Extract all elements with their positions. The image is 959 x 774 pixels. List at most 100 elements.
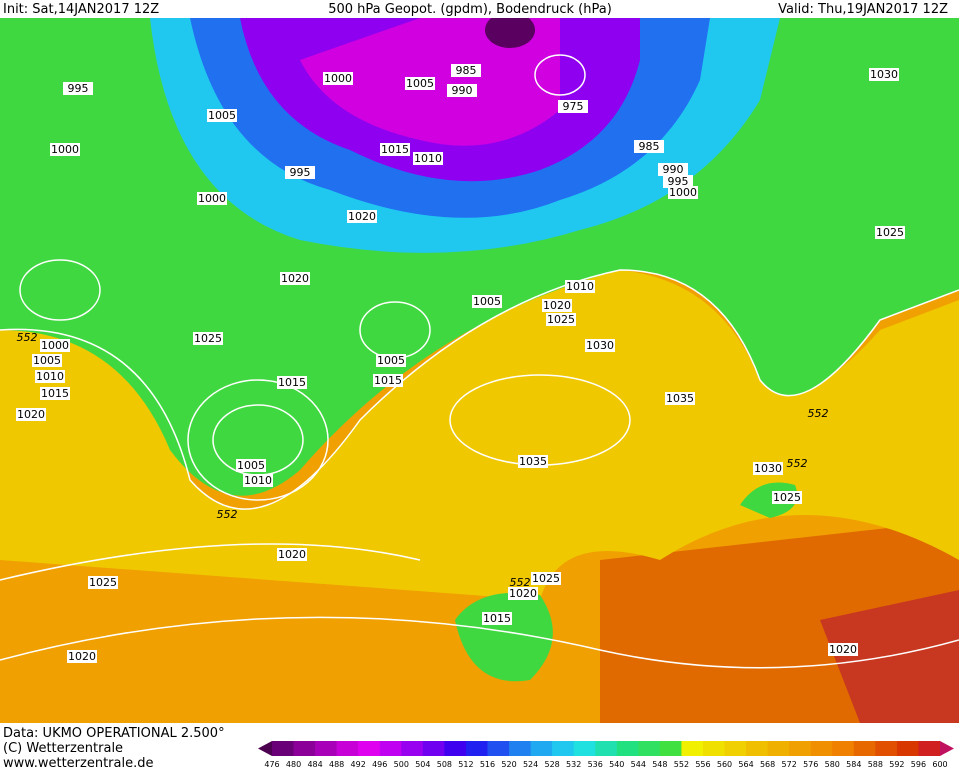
- isobar-label: 1000: [41, 339, 69, 352]
- isobar-label: 1020: [829, 643, 857, 656]
- isobar-label-box: [32, 354, 62, 367]
- isobar-label-box: [277, 548, 307, 561]
- isobar-label-box: [565, 280, 595, 293]
- website: www.wetterzentrale.de: [3, 756, 153, 770]
- init-time: Init: Sat,14JAN2017 12Z: [3, 2, 159, 17]
- isobar-label: 1020: [509, 587, 537, 600]
- isobar-label-box: [280, 272, 310, 285]
- colorbar-tick-label: 492: [351, 760, 366, 769]
- colorbar-tick-label: 496: [372, 760, 387, 769]
- isobar-label-box: [277, 376, 307, 389]
- colorbar-tick-label: 500: [394, 760, 409, 769]
- data-source: Data: UKMO OPERATIONAL 2.500°: [3, 726, 225, 741]
- isobar-label-box: [875, 226, 905, 239]
- isobar-label: 1015: [41, 387, 69, 400]
- colorbar-swatch: [336, 741, 359, 756]
- height-label: 552: [808, 407, 829, 420]
- colorbar-tick-label: 560: [717, 760, 732, 769]
- isobar-label-box: [88, 576, 118, 589]
- isobar-label-box: [40, 339, 70, 352]
- colorbar-swatch: [422, 741, 445, 756]
- map: [0, 12, 959, 723]
- isobar-label: 1000: [51, 143, 79, 156]
- isobar-label-box: [380, 143, 410, 156]
- isobar-label-box: [585, 339, 615, 352]
- colorbar-swatch: [702, 741, 726, 756]
- isobar-label: 1015: [278, 376, 306, 389]
- isobar-label-box: [347, 210, 377, 223]
- colorbar-tick-label: 556: [695, 760, 710, 769]
- isobar-label-box: [323, 72, 353, 85]
- isobar-label-box: [373, 374, 403, 387]
- isobar-label: 1025: [547, 313, 575, 326]
- colorbar-tick-label: 520: [501, 760, 516, 769]
- colorbar-tick-label: 548: [652, 760, 667, 769]
- isobar-label: 1010: [566, 280, 594, 293]
- colorbar-tick-label: 532: [566, 760, 581, 769]
- isobar-label-box: [482, 612, 512, 625]
- colorbar-swatch: [746, 741, 769, 756]
- isobar-label: 1020: [278, 548, 306, 561]
- isobar-label: 1005: [237, 459, 265, 472]
- isobar-label-box: [63, 82, 93, 95]
- isobar-label-box: [197, 192, 227, 205]
- isobar-label-box: [413, 152, 443, 165]
- isobar-label: 1030: [870, 68, 898, 81]
- colorbar-tick-label: 588: [868, 760, 883, 769]
- colorbar-swatch: [810, 741, 833, 756]
- isobar-label: 1025: [773, 491, 801, 504]
- isobar-label-box: [236, 459, 266, 472]
- colorbar-tick-label: 536: [588, 760, 603, 769]
- isobar-label: 990: [663, 163, 684, 176]
- isobar-label-box: [665, 392, 695, 405]
- colorbar-swatch: [358, 741, 381, 756]
- isobar-label: 975: [563, 100, 584, 113]
- colorbar-swatch: [896, 741, 919, 756]
- isobar-label: 1015: [374, 374, 402, 387]
- isobar-label-box: [376, 354, 406, 367]
- isobar-label: 995: [68, 82, 89, 95]
- isobar-label: 1020: [348, 210, 376, 223]
- isobar-label-box: [828, 643, 858, 656]
- isobar-label: 1030: [754, 462, 782, 475]
- isobar-label-box: [472, 295, 502, 308]
- isobar-label-box: [40, 387, 70, 400]
- colorbar-tick-label: 544: [631, 760, 646, 769]
- colorbar-swatch: [379, 741, 402, 756]
- isobar-label-box: [634, 140, 664, 153]
- colorbar-swatch: [767, 741, 790, 756]
- colorbar-swatch: [552, 741, 575, 756]
- isobar-label: 995: [668, 175, 689, 188]
- isobar-label: 1025: [194, 332, 222, 345]
- isobar-label: 1025: [89, 576, 117, 589]
- colorbar-swatch: [465, 741, 488, 756]
- colorbar-swatch: [789, 741, 812, 756]
- valid-time: Valid: Thu,19JAN2017 12Z: [778, 2, 948, 17]
- colorbar-tick-label: 564: [738, 760, 753, 769]
- isobar-label: 1005: [406, 77, 434, 90]
- isobar-label-box: [451, 64, 481, 77]
- isobar-label: 990: [452, 84, 473, 97]
- colorbar-tick-label: 488: [329, 760, 344, 769]
- colorbar-tick-label: 476: [264, 760, 279, 769]
- isobar-label: 995: [290, 166, 311, 179]
- isobar-label: 1025: [876, 226, 904, 239]
- isobar-label: 1035: [666, 392, 694, 405]
- colorbar-swatch: [530, 741, 553, 756]
- colorbar-tick-label: 576: [803, 760, 818, 769]
- isobar-label: 1000: [198, 192, 226, 205]
- colorbar-tick-label: 584: [846, 760, 861, 769]
- isobar-label: 985: [639, 140, 660, 153]
- colorbar-tick-label: 572: [782, 760, 797, 769]
- colorbar-arrow: [258, 741, 272, 756]
- isobar-label-box: [405, 77, 435, 90]
- colorbar-tick-label: 580: [825, 760, 840, 769]
- colorbar-tick-label: 504: [415, 760, 430, 769]
- isobar-label: 1010: [414, 152, 442, 165]
- isobar-label: 1030: [586, 339, 614, 352]
- isobar-label-box: [546, 313, 576, 326]
- isobar-label-box: [50, 143, 80, 156]
- isobar-label: 1020: [543, 299, 571, 312]
- isobar-label-box: [35, 370, 65, 383]
